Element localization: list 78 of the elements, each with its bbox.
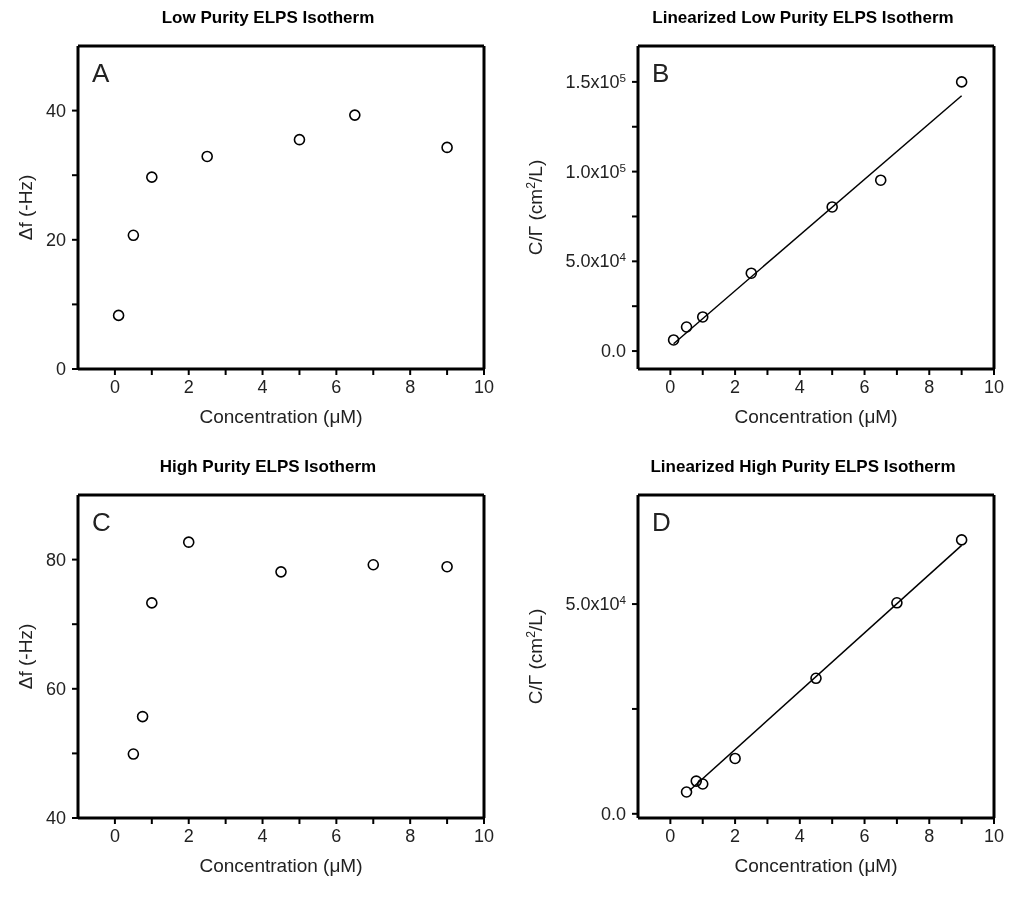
chart-title: High Purity ELPS Isotherm [158, 457, 378, 478]
x-tick-label: 8 [924, 826, 935, 846]
x-tick-label: 6 [859, 377, 870, 397]
x-tick-label: 4 [794, 377, 805, 397]
x-tick-label: 10 [983, 377, 1005, 397]
annotation: A [92, 58, 110, 89]
point [275, 566, 287, 578]
point [146, 171, 158, 183]
annotation: B [652, 58, 670, 89]
x-tick-label: 8 [405, 826, 416, 846]
x-tick-label: 6 [331, 826, 342, 846]
chart-title: Linearized High Purity ELPS Isotherm [649, 457, 957, 478]
x-tick-label: 4 [257, 377, 268, 397]
point [680, 321, 693, 333]
x-tick-label: 0 [109, 377, 120, 397]
point [729, 752, 741, 765]
point [874, 174, 887, 187]
point [367, 558, 380, 571]
point [201, 150, 213, 163]
y-tick-label: 20 [45, 229, 66, 250]
x-axis-title: Concentration (μM) [734, 855, 898, 876]
point [680, 786, 693, 798]
x-tick-label: 4 [794, 826, 805, 846]
y-axis-title: Δf (-Hz) [15, 174, 36, 241]
point [696, 311, 709, 323]
y-tick-label: 40 [45, 808, 66, 828]
point [293, 133, 306, 146]
y-tick-label: 80 [45, 549, 66, 570]
point [745, 267, 758, 279]
x-tick-label: 0 [109, 826, 120, 846]
point [112, 309, 125, 322]
y-tick-label: 0 [55, 359, 66, 379]
point [441, 141, 453, 154]
point [349, 109, 361, 121]
point [136, 710, 149, 723]
x-tick-label: 10 [983, 826, 1005, 846]
y-tick-label: 40 [45, 100, 66, 121]
point [146, 597, 158, 609]
x-axis-title: Concentration (μM) [199, 406, 363, 427]
x-tick-label: 8 [405, 377, 416, 397]
x-tick-label: 6 [331, 377, 342, 397]
y-tick-label: 60 [45, 678, 66, 699]
x-tick-label: 0 [665, 377, 676, 397]
point [696, 778, 709, 790]
point [810, 672, 822, 685]
y-tick-label: 1.5x10$^{5}$ [565, 70, 627, 92]
y-tick-label: 0.0 [600, 341, 626, 362]
x-tick-label: 2 [730, 826, 741, 846]
y-tick-label: 0.0 [600, 803, 626, 824]
point [441, 560, 453, 573]
x-tick-label: 2 [183, 826, 194, 846]
point [955, 534, 968, 546]
point [182, 536, 195, 548]
y-tick-label: 5.0x10$^{4}$ [565, 592, 627, 615]
point [891, 597, 903, 609]
x-axis-title: Concentration (μM) [734, 406, 898, 427]
x-axis-title: Concentration (μM) [199, 855, 363, 876]
x-tick-label: 6 [859, 826, 870, 846]
y-tick-label: 1.0x10$^{5}$ [565, 160, 627, 182]
x-tick-label: 10 [473, 377, 495, 397]
point [690, 775, 703, 787]
chart-title: Low Purity ELPS Isotherm [160, 8, 376, 29]
chart-title: Linearized Low Purity ELPS Isotherm [651, 8, 955, 29]
point [826, 201, 838, 213]
x-tick-label: 10 [473, 826, 495, 846]
y-axis-title: Δf (-Hz) [15, 623, 36, 690]
annotation: C [92, 507, 111, 538]
point [127, 748, 140, 760]
x-tick-label: 2 [730, 377, 741, 397]
point [127, 229, 140, 242]
x-tick-label: 2 [183, 377, 194, 397]
x-tick-label: 4 [257, 826, 268, 846]
x-tick-label: 0 [665, 826, 676, 846]
annotation: D [652, 507, 671, 538]
x-tick-label: 8 [924, 377, 935, 397]
y-tick-label: 5.0x10$^{4}$ [565, 249, 627, 272]
point [667, 334, 680, 346]
point [955, 76, 968, 88]
